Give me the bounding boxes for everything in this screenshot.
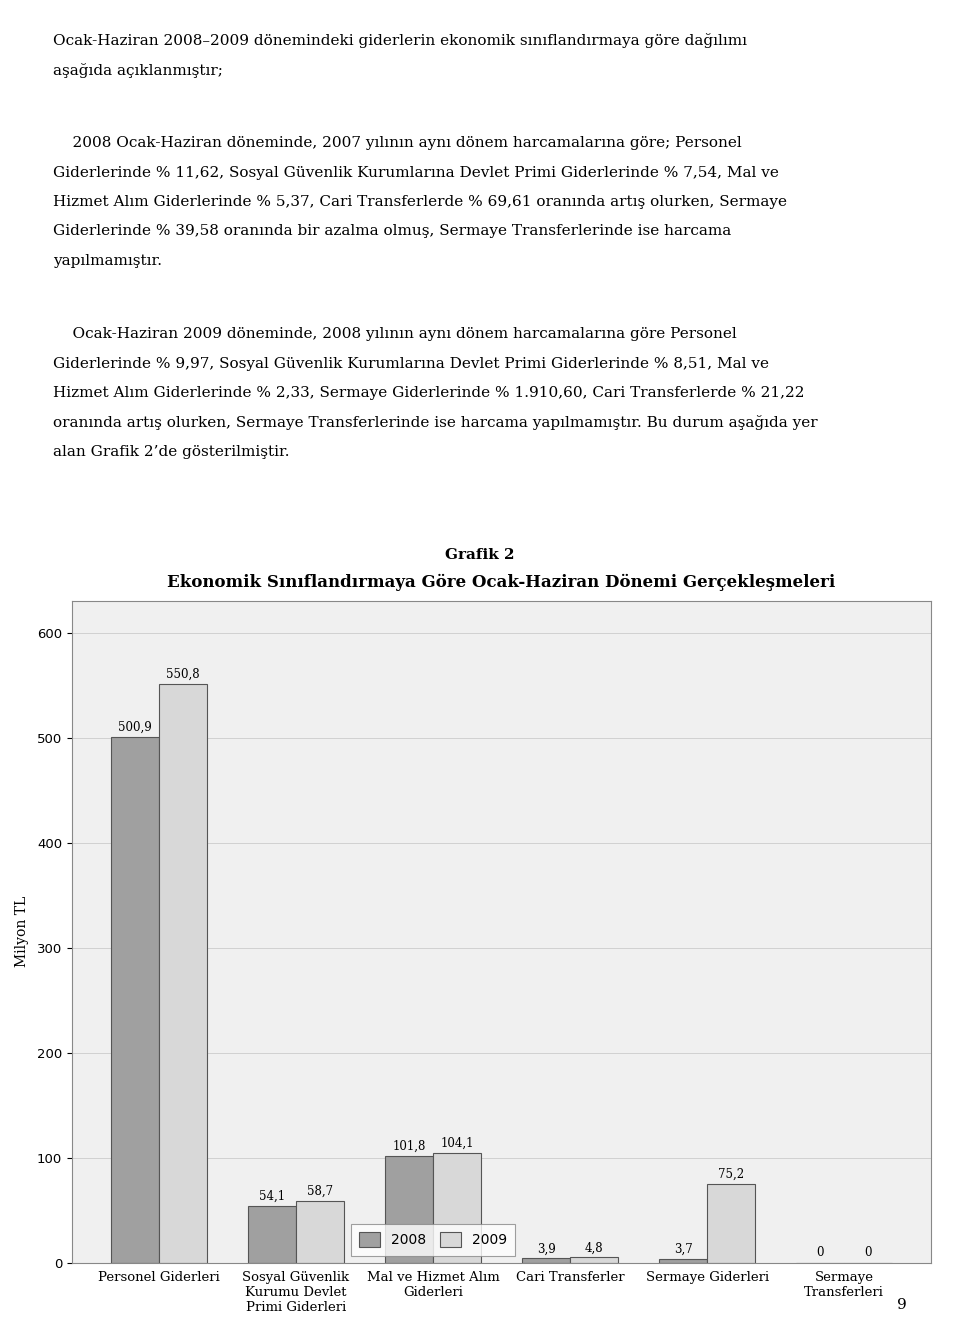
Text: Giderlerinde % 11,62, Sosyal Güvenlik Kurumlarına Devlet Primi Giderlerinde % 7,: Giderlerinde % 11,62, Sosyal Güvenlik Ku… (53, 166, 779, 179)
Text: 500,9: 500,9 (118, 720, 152, 733)
Text: 0: 0 (816, 1246, 824, 1260)
Text: Giderlerinde % 39,58 oranında bir azalma olmuş, Sermaye Transferlerinde ise harc: Giderlerinde % 39,58 oranında bir azalma… (53, 224, 732, 238)
Bar (385, 1156, 433, 1263)
Bar (660, 1259, 708, 1263)
Text: Ocak-Haziran 2008–2009 dönemindeki giderlerin ekonomik sınıflandırmaya göre dağı: Ocak-Haziran 2008–2009 dönemindeki gider… (53, 33, 747, 48)
Title: Ekonomik Sınıflandırmaya Göre Ocak-Haziran Dönemi Gerçekleşmeleri: Ekonomik Sınıflandırmaya Göre Ocak-Hazir… (167, 574, 836, 592)
Text: Grafik 2: Grafik 2 (445, 548, 515, 561)
Bar (111, 736, 159, 1263)
Text: 9: 9 (898, 1299, 907, 1312)
Bar (708, 1184, 756, 1263)
Text: oranında artış olurken, Sermaye Transferlerinde ise harcama yapılmamıştır. Bu du: oranında artış olurken, Sermaye Transfer… (53, 415, 817, 430)
Y-axis label: Milyon TL: Milyon TL (14, 896, 29, 967)
Text: Ocak-Haziran 2009 döneminde, 2008 yılının aynı dönem harcamalarına göre Personel: Ocak-Haziran 2009 döneminde, 2008 yılını… (53, 327, 736, 341)
Text: yapılmamıştır.: yapılmamıştır. (53, 254, 162, 267)
Text: Hizmet Alım Giderlerinde % 5,37, Cari Transferlerde % 69,61 oranında artış olurk: Hizmet Alım Giderlerinde % 5,37, Cari Tr… (53, 195, 787, 208)
Text: 0: 0 (864, 1246, 872, 1260)
Text: 54,1: 54,1 (259, 1189, 285, 1202)
Bar (296, 1201, 344, 1263)
Text: 3,7: 3,7 (674, 1242, 692, 1256)
Bar (248, 1205, 296, 1263)
Bar (570, 1257, 618, 1263)
Text: aşağıda açıklanmıştır;: aşağıda açıklanmıştır; (53, 63, 223, 77)
Text: 2008 Ocak-Haziran döneminde, 2007 yılının aynı dönem harcamalarına göre; Persone: 2008 Ocak-Haziran döneminde, 2007 yılını… (53, 136, 741, 150)
Text: 3,9: 3,9 (537, 1242, 556, 1256)
Legend: 2008, 2009: 2008, 2009 (350, 1224, 516, 1256)
Text: 4,8: 4,8 (585, 1241, 604, 1255)
Text: 58,7: 58,7 (307, 1185, 333, 1198)
Text: 550,8: 550,8 (166, 668, 200, 681)
Bar (433, 1153, 481, 1263)
Text: Giderlerinde % 9,97, Sosyal Güvenlik Kurumlarına Devlet Primi Giderlerinde % 8,5: Giderlerinde % 9,97, Sosyal Güvenlik Kur… (53, 357, 769, 370)
Text: 75,2: 75,2 (718, 1168, 744, 1181)
Text: 104,1: 104,1 (441, 1137, 474, 1150)
Bar (522, 1259, 570, 1263)
Text: Hizmet Alım Giderlerinde % 2,33, Sermaye Giderlerinde % 1.910,60, Cari Transferl: Hizmet Alım Giderlerinde % 2,33, Sermaye… (53, 386, 804, 399)
Text: alan Grafik 2’de gösterilmiştir.: alan Grafik 2’de gösterilmiştir. (53, 445, 289, 458)
Bar (159, 684, 207, 1263)
Text: 101,8: 101,8 (393, 1140, 426, 1153)
